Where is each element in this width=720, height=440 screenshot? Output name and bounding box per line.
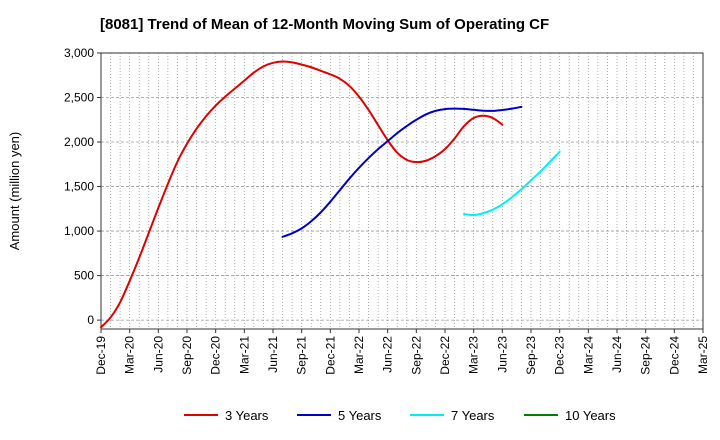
series-line-3-years bbox=[100, 60, 504, 329]
legend-label: 7 Years bbox=[451, 408, 495, 423]
x-tick-label: Mar-25 bbox=[696, 336, 710, 374]
x-tick-label: Dec-24 bbox=[667, 336, 681, 375]
x-tick-label: Dec-19 bbox=[94, 336, 108, 375]
x-tick-label: Dec-20 bbox=[209, 336, 223, 375]
x-tick-label: Sep-20 bbox=[180, 336, 194, 375]
legend-label: 10 Years bbox=[565, 408, 616, 423]
x-tick-label: Mar-20 bbox=[123, 336, 137, 374]
series-line-7-years bbox=[463, 150, 561, 217]
x-tick-label: Sep-21 bbox=[295, 336, 309, 375]
legend: 3 Years 5 Years 7 Years 10 Years bbox=[184, 408, 616, 423]
y-tick-label: 0 bbox=[87, 313, 94, 327]
y-tick-label: 500 bbox=[74, 269, 94, 283]
x-tick-label: Mar-23 bbox=[467, 336, 481, 374]
x-tick-label: Sep-22 bbox=[409, 336, 423, 375]
y-tick-label: 1,000 bbox=[64, 224, 94, 238]
x-tick-label: Dec-23 bbox=[553, 336, 567, 375]
x-tick-label: Mar-24 bbox=[581, 336, 595, 374]
x-axis-ticks: Dec-19 Mar-20 Jun-20 Sep-20 Dec-20 Mar-21 Jun-… bbox=[94, 329, 710, 375]
y-tick-label: 1,500 bbox=[64, 180, 94, 194]
x-tick-label: Sep-24 bbox=[639, 336, 653, 375]
y-tick-label: 2,000 bbox=[64, 135, 94, 149]
x-tick-label: Dec-22 bbox=[438, 336, 452, 375]
x-tick-label: Sep-23 bbox=[524, 336, 538, 375]
x-tick-label: Mar-22 bbox=[352, 336, 366, 374]
series-line-5-years bbox=[281, 105, 523, 238]
x-tick-label: Mar-21 bbox=[237, 336, 251, 374]
plot-area-border bbox=[100, 52, 704, 330]
legend-label: 5 Years bbox=[338, 408, 382, 423]
y-axis-label: Amount (million yen) bbox=[7, 132, 22, 251]
x-tick-label: Jun-21 bbox=[266, 336, 280, 373]
chart-title: [8081] Trend of Mean of 12-Month Moving … bbox=[100, 16, 549, 33]
x-tick-label: Dec-21 bbox=[323, 336, 337, 375]
x-tick-label: Jun-20 bbox=[151, 336, 165, 373]
y-tick-label: 3,000 bbox=[64, 46, 94, 60]
y-axis-ticks: 0 500 1,000 1,500 2,000 2,500 3,000 bbox=[64, 46, 101, 327]
x-tick-label: Jun-24 bbox=[610, 336, 624, 373]
y-tick-label: 2,500 bbox=[64, 91, 94, 105]
x-tick-label: Jun-22 bbox=[381, 336, 395, 373]
series-lines bbox=[100, 60, 561, 329]
x-tick-label: Jun-23 bbox=[495, 336, 509, 373]
legend-label: 3 Years bbox=[225, 408, 269, 423]
